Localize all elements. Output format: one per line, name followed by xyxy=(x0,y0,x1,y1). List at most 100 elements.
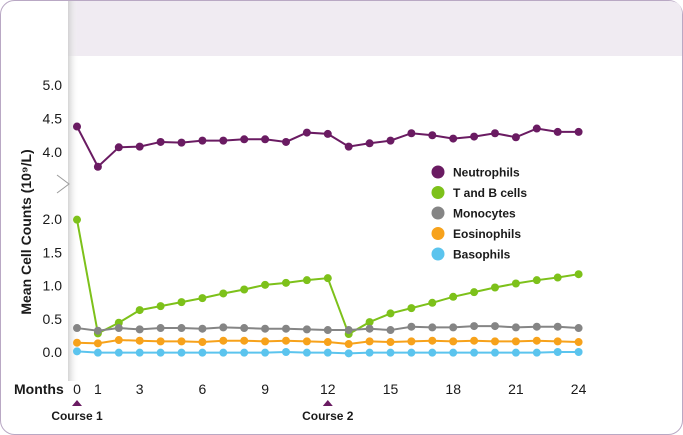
y-tick-label: 5.0 xyxy=(43,77,63,93)
axis-shadow xyxy=(68,1,78,381)
data-point xyxy=(261,337,270,346)
data-point xyxy=(574,348,583,356)
data-point xyxy=(114,348,123,357)
legend: Neutrophils T and B cells Monocytes Eosinop… xyxy=(431,165,527,262)
data-point xyxy=(553,127,562,136)
data-point xyxy=(532,348,541,357)
data-point xyxy=(282,336,290,345)
data-point xyxy=(282,348,290,356)
data-point xyxy=(177,337,186,346)
data-point xyxy=(574,338,583,347)
data-point xyxy=(219,348,228,357)
data-point xyxy=(511,133,520,142)
data-point xyxy=(156,137,165,146)
header-band xyxy=(68,1,682,56)
x-tick-label: 9 xyxy=(261,381,269,397)
data-point xyxy=(407,337,416,346)
data-point xyxy=(574,270,583,279)
data-point xyxy=(491,283,499,292)
data-point xyxy=(135,348,144,357)
y-tick-label: 1.0 xyxy=(43,278,63,294)
data-point xyxy=(114,324,123,333)
data-point xyxy=(219,336,228,345)
data-point xyxy=(302,325,311,334)
legend-label: T and B cells xyxy=(453,186,527,200)
data-point xyxy=(428,131,437,140)
y-tick-label: 0.0 xyxy=(43,344,63,360)
legend-item: Monocytes xyxy=(431,206,516,221)
data-point xyxy=(428,298,437,307)
data-point xyxy=(261,348,270,357)
legend-swatch xyxy=(431,186,445,199)
data-point xyxy=(156,302,165,311)
data-point xyxy=(93,162,102,171)
data-point xyxy=(491,322,499,331)
data-point xyxy=(240,348,249,357)
x-tick-label: 3 xyxy=(136,381,144,397)
data-point xyxy=(282,137,290,146)
data-point xyxy=(449,323,458,332)
data-point xyxy=(135,306,144,315)
legend-label: Basophils xyxy=(453,248,511,262)
data-point xyxy=(93,348,102,357)
legend-label: Eosinophils xyxy=(453,227,521,241)
x-tick-label: 18 xyxy=(445,381,461,397)
data-point xyxy=(302,276,311,285)
data-point xyxy=(219,323,228,332)
data-point xyxy=(532,322,541,331)
series-basophils xyxy=(73,347,583,358)
x-tick-label: 15 xyxy=(383,381,399,397)
data-point xyxy=(553,337,562,346)
data-point xyxy=(177,138,186,147)
series-monocytes xyxy=(73,322,583,335)
data-point xyxy=(323,274,332,283)
data-point xyxy=(344,349,353,358)
data-point xyxy=(302,337,311,346)
y-tick-label: 0.5 xyxy=(43,311,63,327)
series-t-and-b-cells xyxy=(73,215,583,339)
course-marker xyxy=(72,400,82,406)
data-point xyxy=(135,325,144,334)
data-point xyxy=(365,337,374,346)
x-tick-label: 1 xyxy=(94,381,102,397)
course-label: Course 1 xyxy=(51,409,103,423)
data-point xyxy=(198,294,207,303)
y-axis-label: Mean Cell Counts (10⁹/L) xyxy=(18,149,34,314)
data-point xyxy=(470,336,479,345)
data-point xyxy=(156,337,165,346)
data-point xyxy=(365,348,374,357)
data-point xyxy=(470,288,479,297)
axis-break-mark xyxy=(56,174,70,194)
data-point xyxy=(386,309,395,318)
data-point xyxy=(261,135,270,144)
x-tick-label: 21 xyxy=(508,381,524,397)
x-tick-label: 12 xyxy=(320,381,336,397)
data-point xyxy=(156,348,165,357)
legend-swatch xyxy=(431,206,445,220)
data-point xyxy=(470,348,479,357)
data-point xyxy=(511,337,520,346)
data-point xyxy=(344,340,353,349)
data-point xyxy=(574,127,583,136)
data-point xyxy=(156,324,165,333)
data-point xyxy=(261,280,270,289)
x-tick-label: 6 xyxy=(199,381,207,397)
x-tick-label: 24 xyxy=(571,381,587,397)
data-point xyxy=(449,292,458,301)
data-point xyxy=(449,348,458,357)
course-marker xyxy=(322,400,333,406)
data-point xyxy=(386,348,395,357)
data-point xyxy=(73,338,81,347)
data-point xyxy=(240,324,249,333)
data-point xyxy=(532,276,541,285)
data-point xyxy=(470,322,479,331)
data-point xyxy=(282,324,290,333)
legend-item: T and B cells xyxy=(431,186,527,200)
data-point xyxy=(449,134,458,143)
x-axis: Months 0 1 3 6 9 12 15 18 21 24 Course 1 Course 2 xyxy=(14,381,587,423)
data-point xyxy=(407,304,416,313)
data-point xyxy=(428,336,437,345)
